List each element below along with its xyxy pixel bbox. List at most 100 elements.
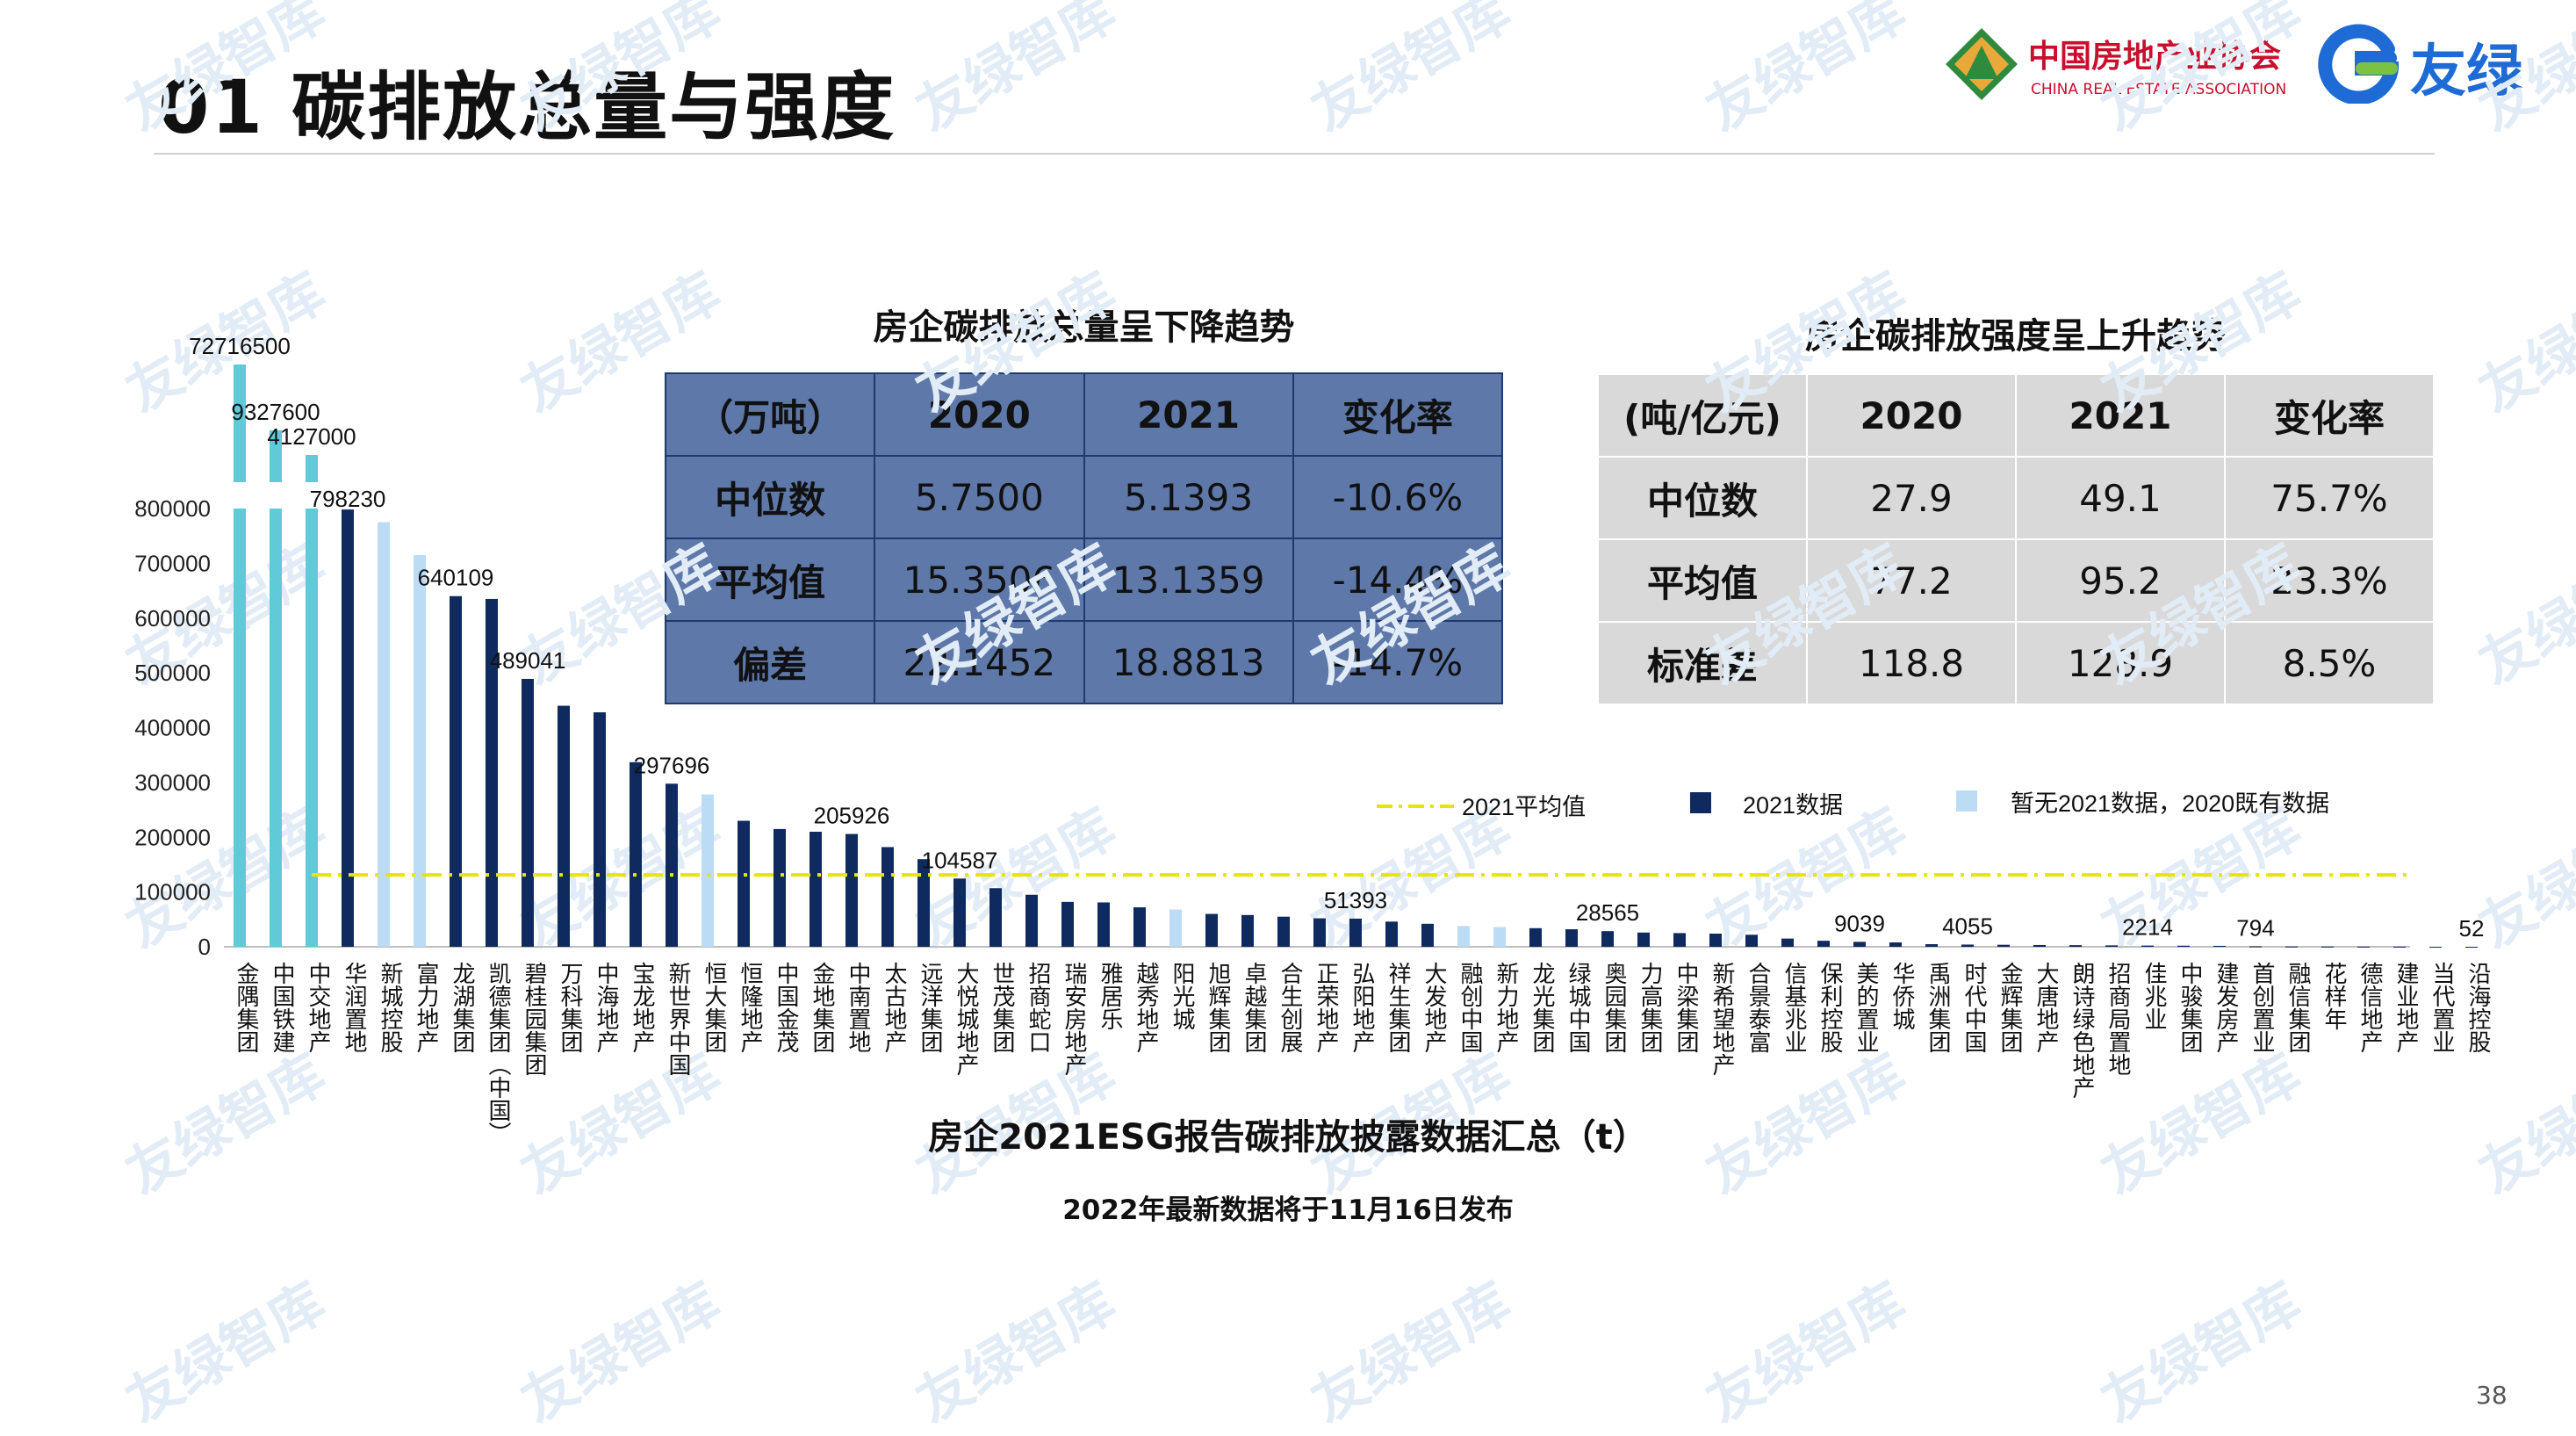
table-header-cell: 2020 xyxy=(1806,373,2017,458)
chart-note: 2022年最新数据将于11月16日发布 xyxy=(1062,1194,1514,1226)
table-header-cell: 变化率 xyxy=(2224,373,2435,458)
watermark-text: 友绿智库 xyxy=(1302,1272,1521,1433)
table-cell: -14.4% xyxy=(1292,538,1504,622)
bar xyxy=(1853,942,1866,947)
brand-name: 友绿 xyxy=(2410,40,2522,105)
bar xyxy=(1565,929,1578,947)
bar xyxy=(1313,918,1326,947)
bar xyxy=(845,833,858,947)
watermark-text: 友绿智库 xyxy=(512,0,730,142)
bar xyxy=(1169,909,1182,947)
category-label: 新世界中国 xyxy=(666,962,692,1076)
bar xyxy=(1997,944,2010,947)
bar xyxy=(1673,933,1686,947)
table-row-label: 平均值 xyxy=(664,538,876,622)
category-label: 合生创展 xyxy=(1277,962,1304,1053)
table-header-cell: 变化率 xyxy=(1292,372,1504,457)
category-label: 建发房产 xyxy=(2213,962,2240,1053)
table-row-label: 中位数 xyxy=(664,455,876,539)
bar xyxy=(2069,945,2082,947)
intensity-table-caption: 房企碳排放强度呈上升趋势 xyxy=(1805,316,2227,357)
category-label: 雅居乐 xyxy=(1097,962,1124,1030)
bar xyxy=(1601,931,1614,947)
watermark-text: 友绿智库 xyxy=(907,262,1126,423)
bar xyxy=(2357,946,2370,948)
watermark-text: 友绿智库 xyxy=(1302,797,1521,959)
table-row-label: 平均值 xyxy=(1597,538,1808,623)
category-label: 禹洲集团 xyxy=(1925,962,1952,1053)
table-cell: 77.2 xyxy=(1806,538,2017,623)
watermark-text: 友绿智库 xyxy=(2092,1272,2311,1433)
watermark-text: 友绿智库 xyxy=(907,0,1126,142)
watermark-text: 友绿智库 xyxy=(117,1272,335,1433)
table-cell: 22.1452 xyxy=(874,620,1085,704)
category-label: 阳光城 xyxy=(1169,962,1196,1030)
bar xyxy=(2393,946,2406,948)
watermark-text: 友绿智库 xyxy=(1697,534,1916,696)
category-label: 绿城中国 xyxy=(1565,962,1592,1053)
category-label: 中国金茂 xyxy=(774,962,800,1053)
legend-2021-swatch xyxy=(1690,792,1711,813)
total-table-caption: 房企碳排放总量呈下降趋势 xyxy=(873,307,1295,348)
legend-2020-swatch xyxy=(1956,790,1977,812)
category-label: 融创中国 xyxy=(1457,962,1484,1053)
table-header-cell: 2020 xyxy=(874,372,1085,457)
category-label: 新力地产 xyxy=(1493,962,1520,1053)
table-cell: 13.1359 xyxy=(1083,538,1294,622)
bar xyxy=(2141,945,2154,947)
watermark-text: 友绿智库 xyxy=(2092,0,2311,142)
watermark-text: 友绿智库 xyxy=(1697,0,1916,142)
bar xyxy=(2285,946,2298,948)
bar xyxy=(1205,913,1218,947)
watermark-text: 友绿智库 xyxy=(907,1272,1126,1433)
y-tick-label: 700000 xyxy=(134,550,211,576)
page-title: 01 碳排放总量与强度 xyxy=(158,64,896,150)
watermark-text: 友绿智库 xyxy=(2470,534,2576,696)
bar-top-segment xyxy=(234,364,246,482)
category-label: 招商蛇口 xyxy=(1025,962,1052,1053)
category-label: 瑞安房地产 xyxy=(1061,962,1088,1076)
table-header-row: （万吨） 2020 2021 变化率 xyxy=(664,372,1504,457)
page-number: 38 xyxy=(2476,1381,2508,1410)
total-emissions-table: （万吨） 2020 2021 变化率 中位数 5.7500 5.1393 -10… xyxy=(664,372,1504,704)
category-label: 越秀地产 xyxy=(1133,962,1160,1053)
bar xyxy=(2321,946,2334,948)
category-label: 卓越集团 xyxy=(1241,962,1268,1053)
category-label: 招商局置地 xyxy=(2105,962,2132,1076)
category-label: 世茂集团 xyxy=(989,962,1016,1053)
bar xyxy=(2213,945,2226,947)
bar xyxy=(1025,894,1038,947)
table-header-cell: (吨/亿元) xyxy=(1597,373,1808,458)
category-label: 弘阳地产 xyxy=(1349,962,1376,1053)
category-label: 碧桂园集团 xyxy=(522,962,548,1076)
title-divider xyxy=(154,153,2435,155)
bar xyxy=(342,509,354,947)
bar xyxy=(1097,902,1110,947)
table-row: 标准差 118.8 128.9 8.5% xyxy=(1597,621,2435,705)
bar-top-segment xyxy=(306,455,318,482)
table-cell: 95.2 xyxy=(2015,538,2226,623)
data-label: 104587 xyxy=(922,847,998,873)
table-cell: 15.3506 xyxy=(874,538,1085,622)
y-tick-label: 100000 xyxy=(134,879,211,906)
category-label: 金地集团 xyxy=(809,962,836,1053)
category-label: 信基兆业 xyxy=(1781,962,1808,1053)
intensity-table: (吨/亿元) 2020 2021 变化率 中位数 27.9 49.1 75.7%… xyxy=(1597,373,2435,705)
bar xyxy=(738,820,750,947)
table-row: 中位数 5.7500 5.1393 -10.6% xyxy=(664,455,1504,539)
bar xyxy=(1061,901,1074,947)
table-cell: 27.9 xyxy=(1806,456,2017,540)
bar xyxy=(270,509,282,947)
y-tick-label: 300000 xyxy=(134,769,211,796)
table-cell: 49.1 xyxy=(2015,456,2226,540)
bar xyxy=(1241,914,1254,947)
category-label: 美的置业 xyxy=(1853,962,1880,1053)
data-label: 2214 xyxy=(2122,914,2173,941)
y-tick-label: 400000 xyxy=(134,715,211,741)
y-tick-label: 500000 xyxy=(134,660,211,686)
data-label: 9039 xyxy=(1834,910,1885,936)
data-label: 205926 xyxy=(814,803,890,829)
category-label: 万科集团 xyxy=(558,962,584,1053)
category-label: 首创置业 xyxy=(2249,962,2276,1053)
